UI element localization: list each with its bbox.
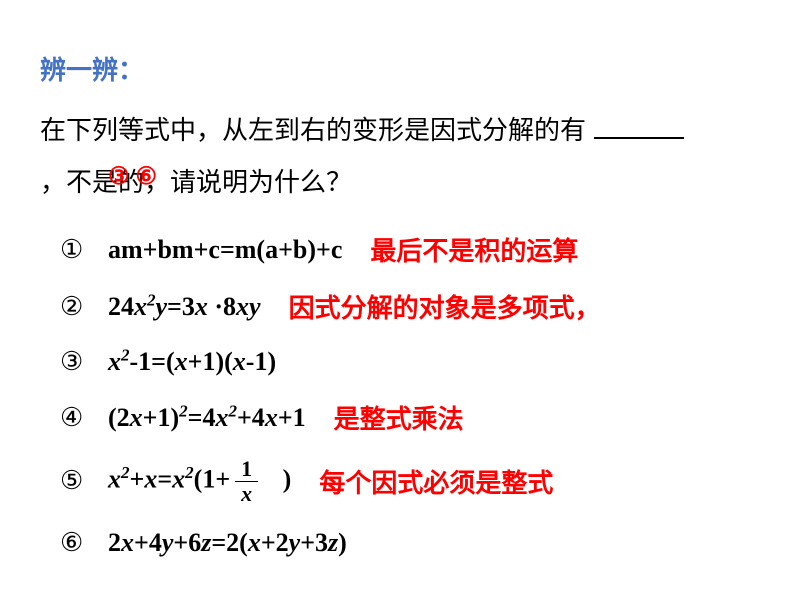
item-explanation: 是整式乘法 [334,399,464,436]
answer-blank [594,137,684,139]
item-formula: 24x2y=3x ·8xy [108,292,261,322]
item-number: ② [60,292,108,322]
item-number: ⑤ [60,466,108,496]
item-number: ⑥ [60,528,108,558]
item-4: ④ (2x+1)2=4x2+4x+1 是整式乘法 [60,399,754,436]
item-explanation: 每个因式必须是整式 [319,463,553,500]
item-formula: 2x+4y+6z=2(x+2y+3z) [108,528,347,558]
item-5: ⑤ x2+x=x2(1+1x ) 每个因式必须是整式 [60,456,754,506]
item-3: ③ x2-1=(x+1)(x-1) [60,345,754,379]
item-2: ② 24x2y=3x ·8xy 因式分解的对象是多项式， [60,288,754,325]
item-explanation: 因式分解的对象是多项式， [289,288,601,325]
item-explanation: 最后不是积的运算 [370,231,578,268]
item-formula: (2x+1)2=4x2+4x+1 [108,403,306,433]
question-part2: ，不是的，请说明为什么？ [40,168,352,197]
item-number: ④ [60,403,108,433]
item-number: ① [60,235,108,265]
item-number: ③ [60,347,108,377]
section-title: 辨一辨： [40,50,754,87]
question-text: 在下列等式中，从左到右的变形是因式分解的有 ，不是的，请说明为什么？ ③ ⑥ [40,105,754,209]
item-1: ① am+bm+c=m(a+b)+c 最后不是积的运算 [60,231,754,268]
item-list: ① am+bm+c=m(a+b)+c 最后不是积的运算 ② 24x2y=3x ·… [40,231,754,560]
item-formula: x2+x=x2(1+1x ) [108,458,291,505]
item-formula: am+bm+c=m(a+b)+c [108,235,342,265]
item-formula: x2-1=(x+1)(x-1) [108,347,276,377]
answer-marks: ③ ⑥ [108,153,157,201]
item-6: ⑥ 2x+4y+6z=2(x+2y+3z) [60,526,754,560]
question-part1: 在下列等式中，从左到右的变形是因式分解的有 [40,116,586,145]
